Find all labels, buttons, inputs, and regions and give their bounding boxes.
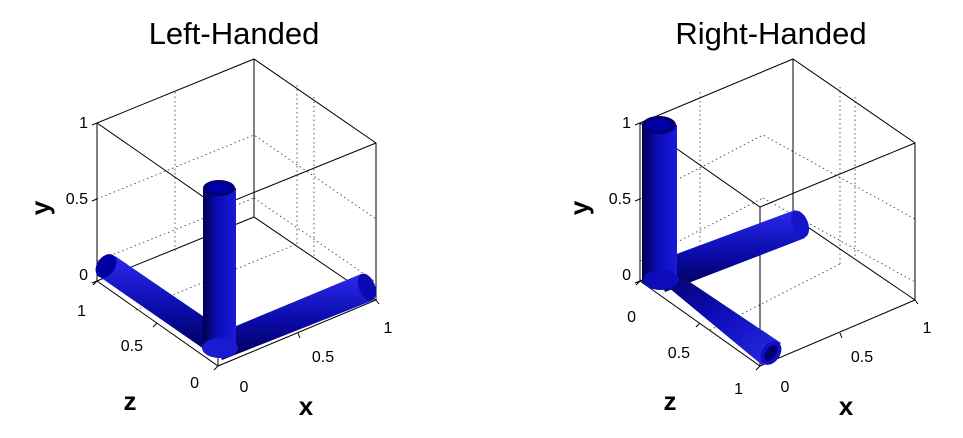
- y-tick-label: 1: [622, 115, 631, 132]
- x-tick-label: 0.5: [851, 349, 873, 366]
- box-back-edges: [96, 59, 377, 301]
- tube-joint: [202, 338, 238, 358]
- z-tick-label: 0.5: [121, 338, 143, 355]
- z-tick-label: 0: [190, 375, 199, 392]
- z-axis-label: z: [664, 386, 677, 416]
- y-tick-label: 0.5: [66, 191, 88, 208]
- grid-lines-floor: [762, 197, 916, 283]
- z-tick-label: 0: [627, 309, 636, 326]
- x-axis-tube: [212, 273, 377, 360]
- tick-marks: [91, 122, 380, 371]
- panel-title: Right-Handed: [675, 16, 866, 51]
- tick-marks: [634, 122, 919, 371]
- panel-right-handed: Right-Handed 1 0.5 0 0 0.5 1: [564, 16, 932, 421]
- y-tick-label: 0.5: [609, 191, 631, 208]
- tube-joint: [643, 270, 679, 290]
- z-axis-tube: [645, 268, 782, 365]
- y-tick-label: 0: [79, 267, 88, 284]
- y-tick-label: 0: [622, 267, 631, 284]
- x-tick-label: 1: [384, 320, 393, 337]
- x-axis-tube: [655, 210, 810, 292]
- y-axis-label: y: [25, 200, 55, 215]
- x-tick-label: 1: [923, 320, 932, 337]
- x-axis-label: x: [839, 391, 854, 421]
- x-tick-label: 0: [240, 379, 249, 396]
- grid-lines-floor: [253, 197, 377, 283]
- z-tick-label: 0.5: [668, 345, 690, 362]
- panel-left-handed: Left-Handed 1 0.5: [25, 16, 393, 421]
- axes-box: [634, 58, 919, 371]
- y-tick-label: 1: [79, 115, 88, 132]
- z-axis-tube: [95, 254, 232, 356]
- y-axis-tube: [203, 180, 236, 350]
- x-tick-label: 0: [781, 379, 790, 396]
- y-axis-label: y: [564, 200, 594, 215]
- box-outline: [96, 58, 377, 367]
- panel-title: Left-Handed: [149, 16, 320, 51]
- z-axis-label: z: [124, 386, 137, 416]
- y-axis-tube: [642, 116, 677, 283]
- x-tick-label: 0.5: [312, 349, 334, 366]
- z-tick-label: 1: [77, 303, 86, 320]
- box-outline: [639, 58, 916, 367]
- x-axis-label: x: [299, 391, 314, 421]
- z-tick-label: 1: [734, 381, 743, 398]
